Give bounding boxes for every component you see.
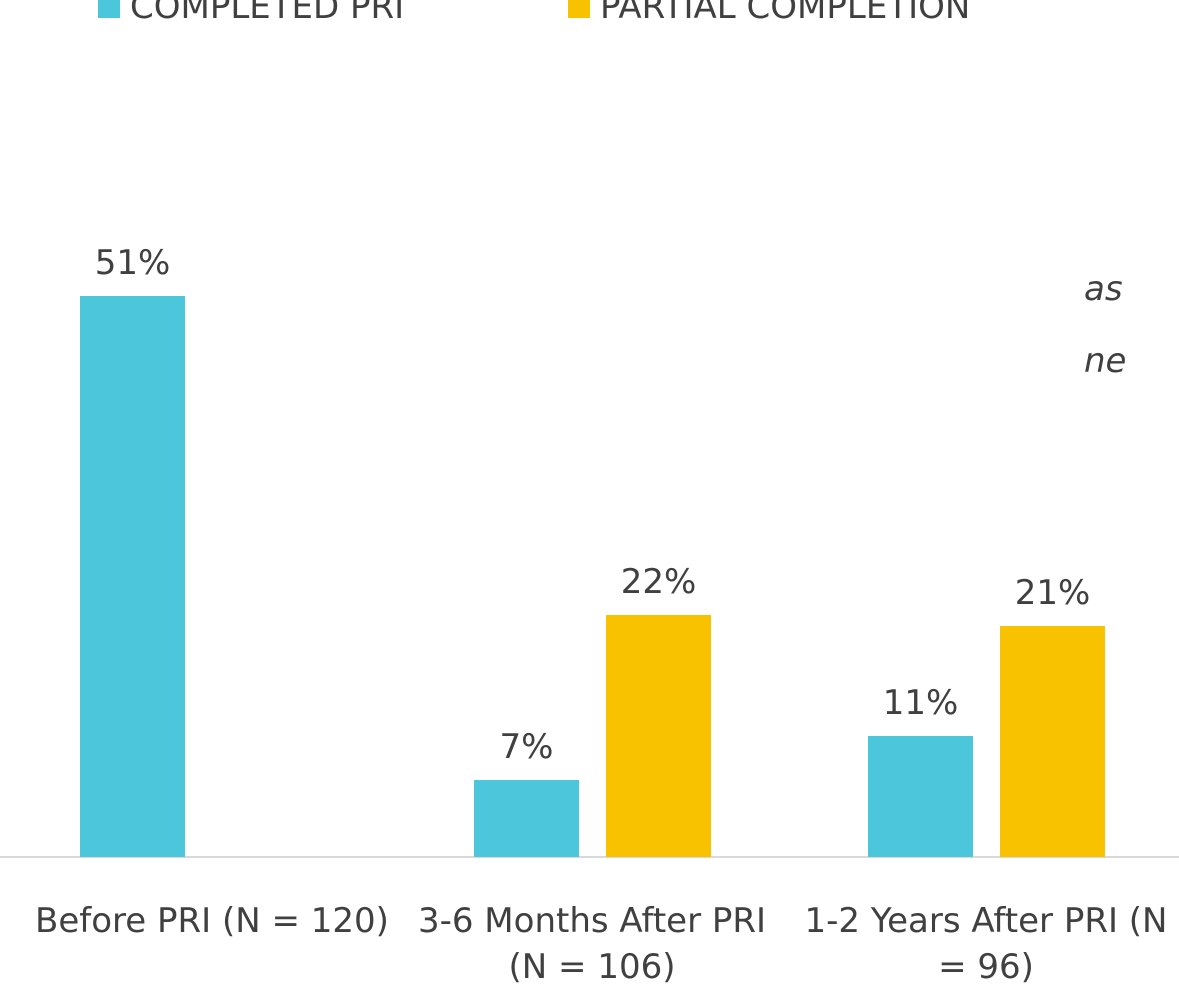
data-label: 11% xyxy=(883,683,959,723)
data-label: 51% xyxy=(95,243,171,283)
bar xyxy=(474,780,579,857)
legend-label: COMPLETED PRI xyxy=(130,0,404,27)
x-tick-label: 1-2 Years After PRI (N = 96) xyxy=(804,901,1168,987)
bar xyxy=(80,296,185,857)
bar xyxy=(1000,626,1105,857)
bar xyxy=(606,615,711,857)
annotation: as xyxy=(1084,269,1123,309)
annotation: ne xyxy=(1084,341,1126,381)
data-label: 21% xyxy=(1015,573,1091,613)
x-tick-label: Before PRI (N = 120) xyxy=(35,901,389,941)
data-label: 22% xyxy=(621,562,697,602)
legend-swatch xyxy=(98,0,120,18)
x-tick-label: 3-6 Months After PRI (N = 106) xyxy=(417,901,767,987)
legend-label: PARTIAL COMPLETION xyxy=(600,0,970,27)
legend-swatch xyxy=(568,0,590,18)
bar xyxy=(868,736,973,857)
data-label: 7% xyxy=(500,727,554,767)
